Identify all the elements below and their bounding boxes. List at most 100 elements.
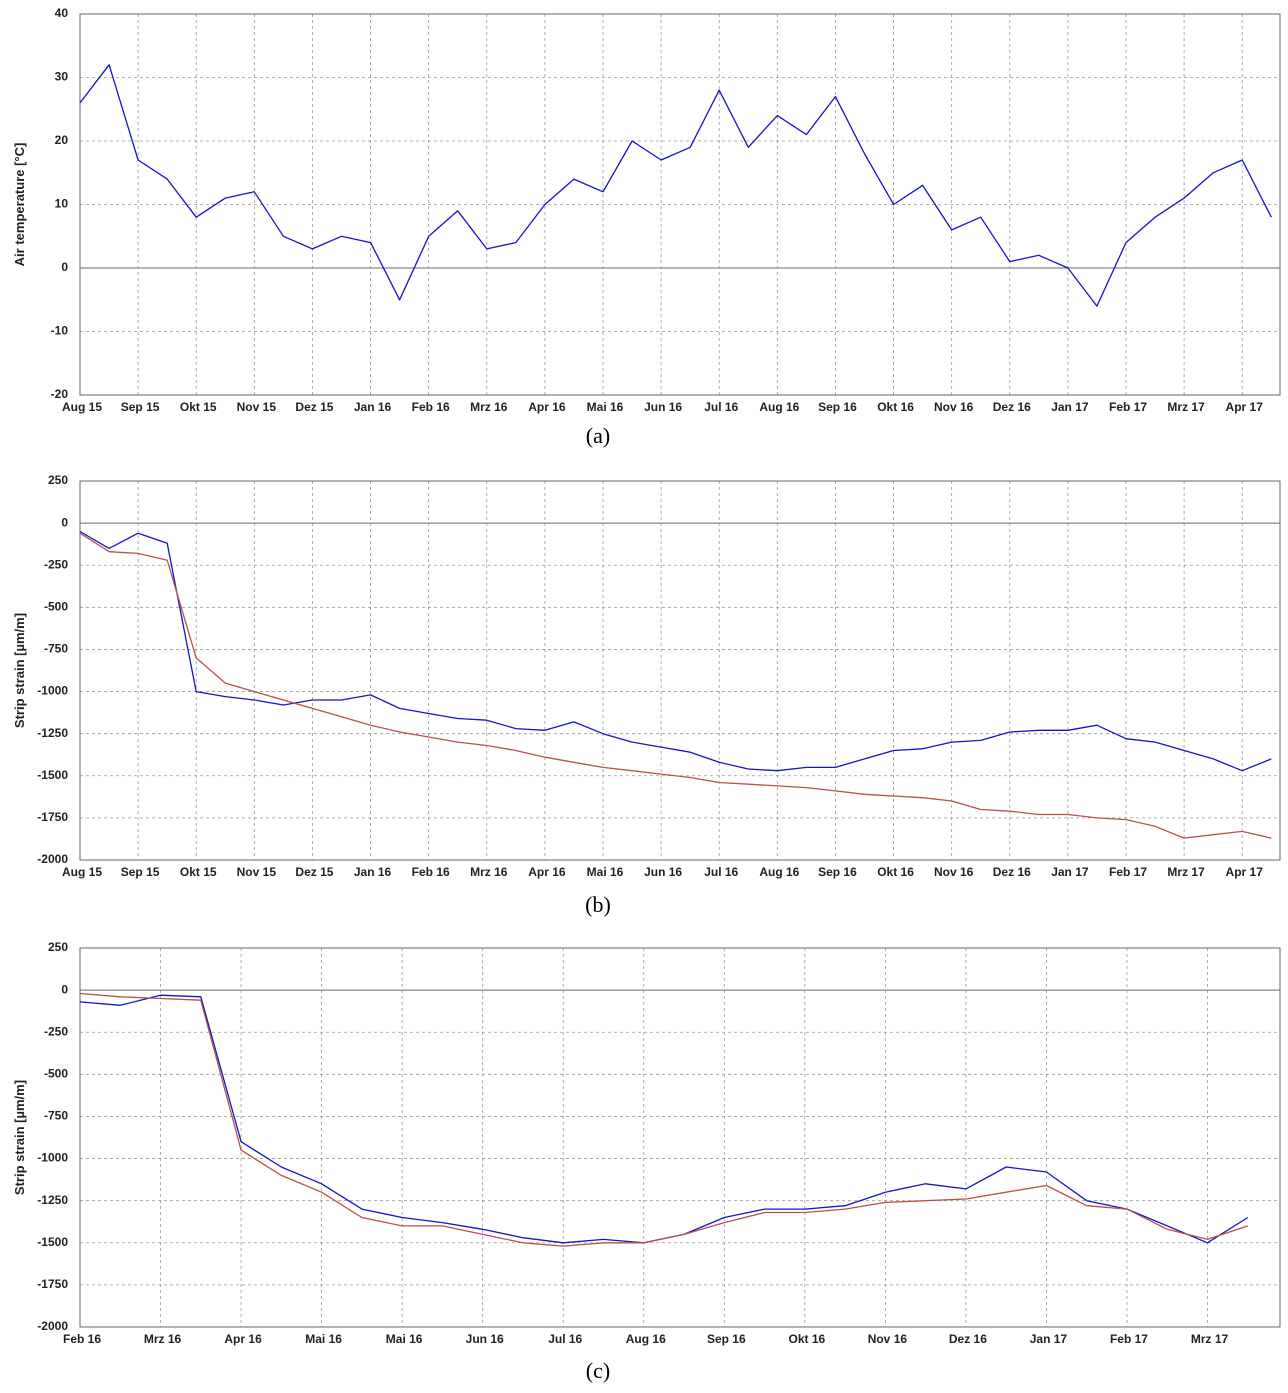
plot-frame (79, 13, 1281, 396)
y-tick-label: -1250 (37, 1193, 68, 1207)
y-axis-label: Strip strain [µm/m] (12, 1080, 27, 1195)
x-tick-label: Okt 16 (877, 865, 914, 879)
caption: (b) (585, 892, 611, 917)
y-tick-label: 40 (55, 6, 69, 20)
y-tick-label: -1250 (37, 726, 68, 740)
y-tick-label: 20 (55, 133, 69, 147)
chart-panel: -2000 -1750 -1500 -1250 -1000 -750 -500 -250 0 25… (12, 473, 1281, 917)
x-tick-label: Aug 16 (626, 1332, 666, 1346)
y-tick-label: -2000 (37, 852, 68, 866)
data-line (79, 64, 1272, 307)
x-tick-label: Aug 15 (62, 400, 102, 414)
data-line (79, 532, 1272, 839)
x-tick-label: Apr 17 (1226, 400, 1264, 414)
x-tick-label: Apr 16 (528, 865, 566, 879)
x-tick-label: Nov 16 (868, 1332, 908, 1346)
x-tick-label: Feb 16 (412, 865, 450, 879)
y-tick-label: -1500 (37, 768, 68, 782)
x-tick-label: Jun 16 (466, 1332, 504, 1346)
y-tick-label: 30 (55, 70, 69, 84)
x-tick-label: Feb 17 (1110, 1332, 1148, 1346)
y-tick-label: -20 (51, 387, 69, 401)
x-tick-label: Mai 16 (587, 865, 624, 879)
y-axis-label: Strip strain [µm/m] (12, 613, 27, 728)
y-tick-label: -1000 (37, 684, 68, 698)
x-tick-label: Dez 15 (295, 865, 333, 879)
x-tick-label: Okt 16 (788, 1332, 825, 1346)
x-tick-label: Jul 16 (704, 865, 738, 879)
y-tick-label: -500 (44, 600, 68, 614)
x-tick-label: Sep 16 (818, 865, 857, 879)
x-tick-label: Sep 15 (121, 865, 160, 879)
y-tick-label: -1000 (37, 1151, 68, 1165)
x-tick-label: Aug 16 (759, 865, 799, 879)
x-tick-label: Mrz 17 (1167, 400, 1205, 414)
chart-panel: -20 -10 0 10 20 30 40 Aug 15 Sep 15 Okt 15 Nov 15 D… (12, 6, 1281, 448)
x-tick-label: Mai 16 (305, 1332, 342, 1346)
y-tick-label: -2000 (37, 1319, 68, 1333)
y-tick-label: -1750 (37, 810, 68, 824)
x-tick-label: Mrz 16 (470, 400, 508, 414)
x-tick-label: Nov 15 (237, 400, 277, 414)
x-tick-label: Feb 16 (63, 1332, 101, 1346)
x-tick-label: Dez 16 (949, 1332, 987, 1346)
caption: (c) (586, 1358, 610, 1383)
x-tick-label: Feb 16 (412, 400, 450, 414)
x-tick-label: Feb 17 (1109, 865, 1147, 879)
x-tick-label: Sep 16 (818, 400, 857, 414)
x-tick-label: Aug 16 (759, 400, 799, 414)
x-tick-label: Jan 16 (354, 400, 392, 414)
x-tick-label: Jan 17 (1030, 1332, 1068, 1346)
y-tick-label: 250 (48, 940, 68, 954)
x-tick-label: Mrz 17 (1191, 1332, 1229, 1346)
data-line (79, 992, 1249, 1247)
y-tick-label: 0 (61, 260, 68, 274)
caption: (a) (586, 423, 610, 448)
plot-frame (79, 947, 1281, 1328)
y-tick-label: -750 (44, 642, 68, 656)
y-tick-label: 10 (55, 197, 69, 211)
y-tick-label: -750 (44, 1109, 68, 1123)
x-tick-label: Jan 17 (1051, 865, 1089, 879)
y-tick-label: -10 (51, 324, 69, 338)
y-tick-label: -500 (44, 1067, 68, 1081)
x-tick-label: Apr 17 (1226, 865, 1264, 879)
y-tick-label: -1750 (37, 1277, 68, 1291)
y-tick-label: 0 (61, 982, 68, 996)
x-tick-label: Apr 16 (528, 400, 566, 414)
x-tick-label: Sep 16 (707, 1332, 746, 1346)
x-tick-label: Mrz 16 (470, 865, 508, 879)
data-line (79, 530, 1272, 772)
x-tick-label: Okt 15 (180, 865, 217, 879)
x-tick-label: Jan 16 (354, 865, 392, 879)
x-tick-label: Mai 16 (587, 400, 624, 414)
x-tick-label: Nov 16 (934, 865, 974, 879)
x-tick-label: Mai 16 (386, 1332, 423, 1346)
x-tick-label: Jun 16 (644, 865, 682, 879)
y-tick-label: -250 (44, 557, 68, 571)
x-tick-label: Jul 16 (704, 400, 738, 414)
x-tick-label: Okt 15 (180, 400, 217, 414)
y-tick-label: 0 (61, 515, 68, 529)
x-tick-label: Feb 17 (1109, 400, 1147, 414)
y-axis-label: Air temperature [°C] (12, 143, 27, 267)
x-tick-label: Jan 17 (1051, 400, 1089, 414)
x-tick-label: Okt 16 (877, 400, 914, 414)
x-tick-label: Aug 15 (62, 865, 102, 879)
x-tick-label: Sep 15 (121, 400, 160, 414)
x-tick-label: Mrz 16 (144, 1332, 182, 1346)
y-tick-label: 250 (48, 473, 68, 487)
x-tick-label: Mrz 17 (1167, 865, 1205, 879)
x-tick-label: Nov 16 (934, 400, 974, 414)
y-tick-label: -1500 (37, 1235, 68, 1249)
x-tick-label: Jul 16 (548, 1332, 582, 1346)
x-tick-label: Apr 16 (224, 1332, 262, 1346)
y-tick-label: -250 (44, 1024, 68, 1038)
x-tick-label: Jun 16 (644, 400, 682, 414)
chart-panel: -2000 -1750 -1500 -1250 -1000 -750 -500 -250 0 25… (12, 940, 1281, 1383)
x-tick-label: Dez 15 (295, 400, 333, 414)
x-tick-label: Dez 16 (993, 865, 1031, 879)
x-tick-label: Dez 16 (993, 400, 1031, 414)
plot-frame (79, 480, 1281, 861)
